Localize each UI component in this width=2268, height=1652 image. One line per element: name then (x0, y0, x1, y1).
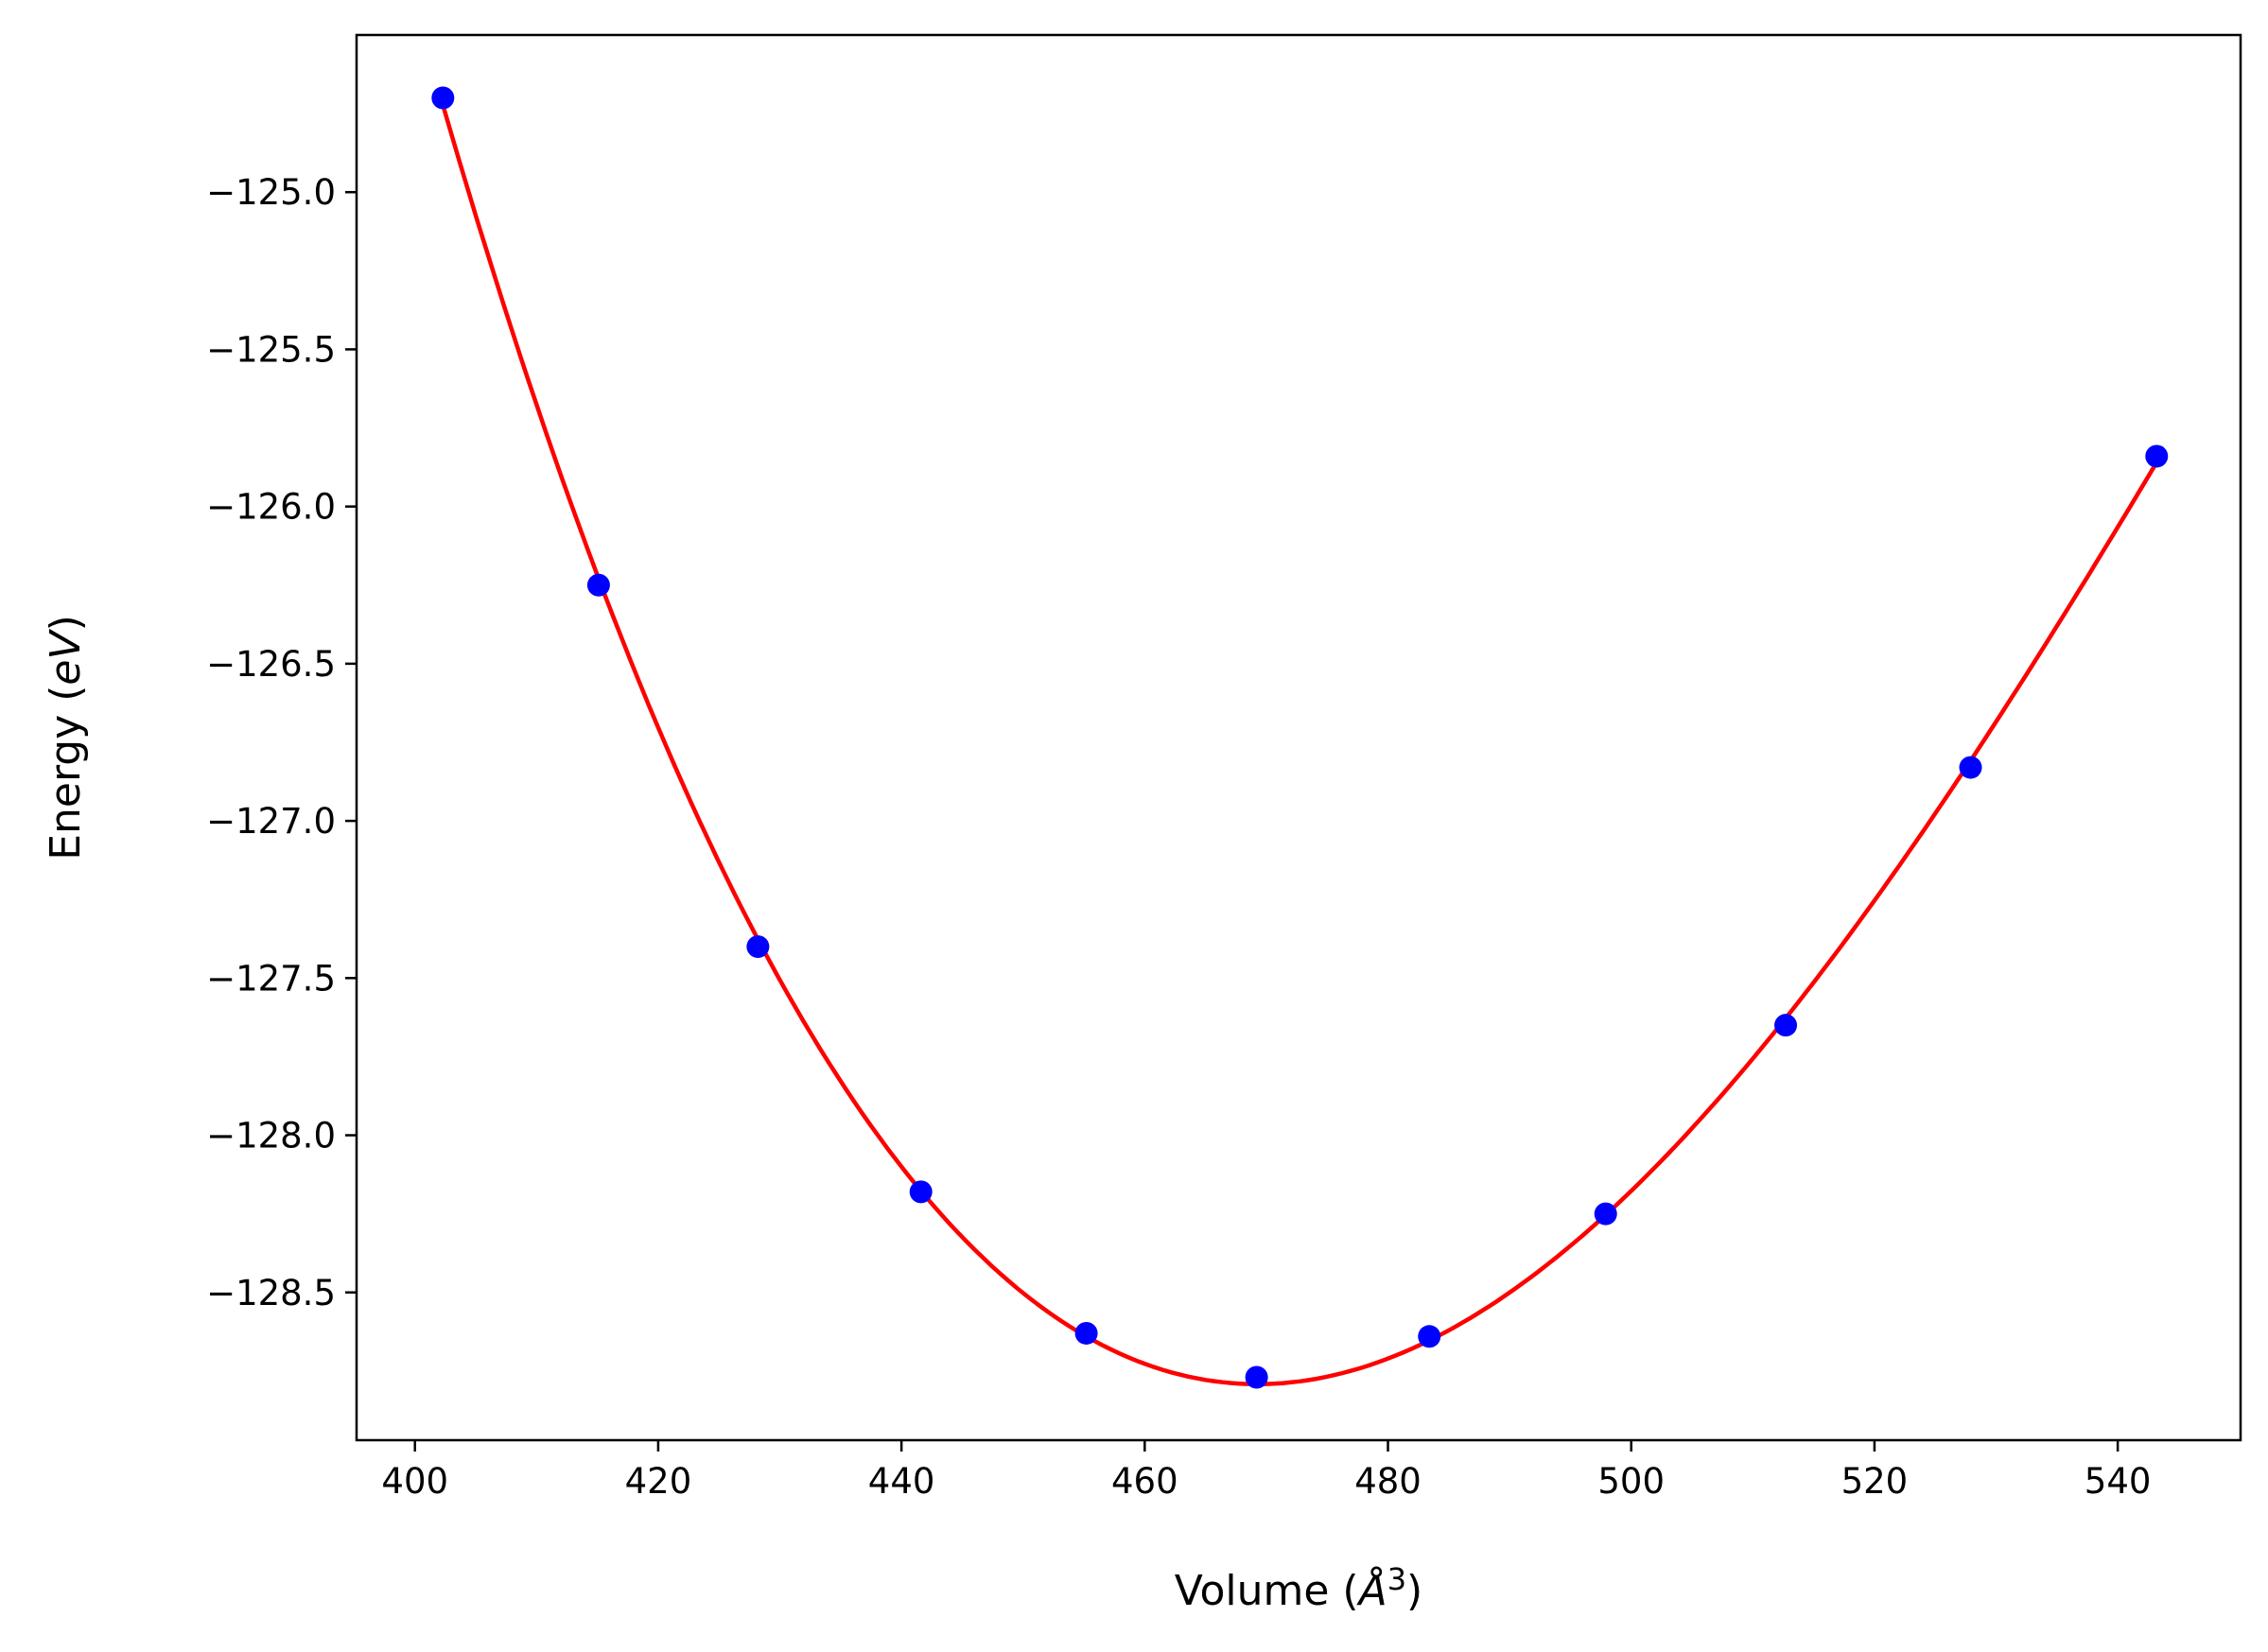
x-tick-label: 440 (868, 1461, 935, 1502)
x-axis-ticks: 400 420 440 460 480 500 520 540 (381, 1440, 2151, 1502)
x-tick-label: 420 (625, 1461, 692, 1502)
data-point (1418, 1325, 1441, 1348)
data-point (1245, 1365, 1268, 1389)
x-tick-label: 520 (1841, 1461, 1909, 1502)
y-tick-label: −126.5 (206, 644, 336, 685)
x-tick-label: 500 (1597, 1461, 1665, 1502)
y-axis-label: Energy (eV) (42, 615, 90, 861)
y-tick-label: −127.0 (206, 801, 336, 842)
plot-frame (355, 33, 2242, 1442)
data-point (1774, 1014, 1798, 1037)
x-tick-label: 460 (1111, 1461, 1178, 1502)
x-tick-label: 400 (381, 1461, 448, 1502)
y-tick-label: −128.5 (206, 1273, 336, 1313)
data-point (909, 1180, 933, 1204)
data-point (2145, 444, 2169, 468)
data-point (1594, 1202, 1617, 1226)
data-points-layer (431, 86, 2169, 1389)
x-tick-label: 540 (2085, 1461, 2152, 1502)
fit-curve-layer (441, 104, 2159, 1386)
x-axis-label: Volume (Å3) (1175, 1561, 1422, 1615)
y-tick-label: −128.0 (206, 1116, 336, 1156)
data-point (1959, 756, 1982, 779)
y-tick-label: −125.5 (206, 329, 336, 370)
y-axis-ticks: −125.0 −125.5 −126.0 −126.5 −127.0 −127.5 −128… (206, 172, 357, 1313)
y-tick-label: −125.0 (206, 172, 336, 213)
data-point (586, 573, 610, 597)
y-tick-label: −126.0 (206, 487, 336, 528)
data-point (1074, 1321, 1098, 1345)
data-point (431, 86, 455, 110)
data-point (746, 935, 770, 959)
y-tick-label: −127.5 (206, 958, 336, 999)
fit-curve (441, 104, 2159, 1386)
x-tick-label: 480 (1354, 1461, 1422, 1502)
